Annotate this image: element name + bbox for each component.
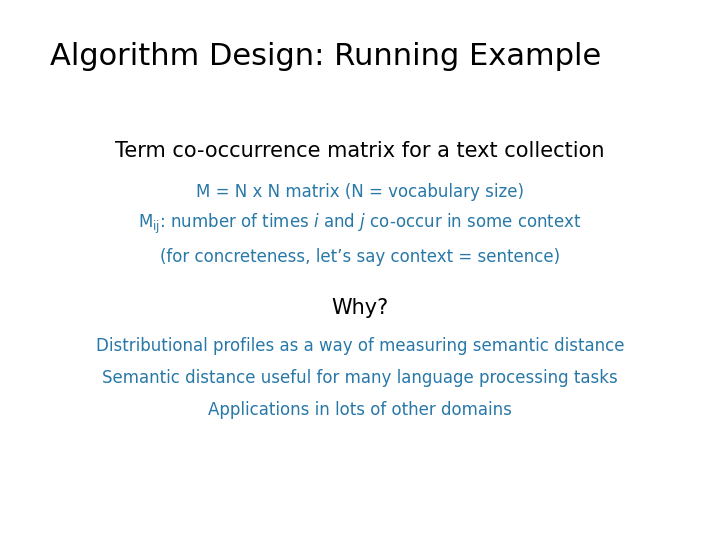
Text: (for concreteness, let’s say context = sentence): (for concreteness, let’s say context = s… xyxy=(160,247,560,266)
Text: Semantic distance useful for many language processing tasks: Semantic distance useful for many langua… xyxy=(102,369,618,387)
Text: $\mathregular{M_{ij}}$: number of times $\mathit{i}$ and $\mathit{j}$ co-occur i: $\mathregular{M_{ij}}$: number of times … xyxy=(138,212,582,236)
Text: Why?: Why? xyxy=(331,298,389,318)
Text: Applications in lots of other domains: Applications in lots of other domains xyxy=(208,401,512,420)
Text: Distributional profiles as a way of measuring semantic distance: Distributional profiles as a way of meas… xyxy=(96,336,624,355)
Text: M = N x N matrix (N = vocabulary size): M = N x N matrix (N = vocabulary size) xyxy=(196,183,524,201)
Text: Algorithm Design: Running Example: Algorithm Design: Running Example xyxy=(50,42,602,71)
Text: Term co-occurrence matrix for a text collection: Term co-occurrence matrix for a text col… xyxy=(115,141,605,161)
